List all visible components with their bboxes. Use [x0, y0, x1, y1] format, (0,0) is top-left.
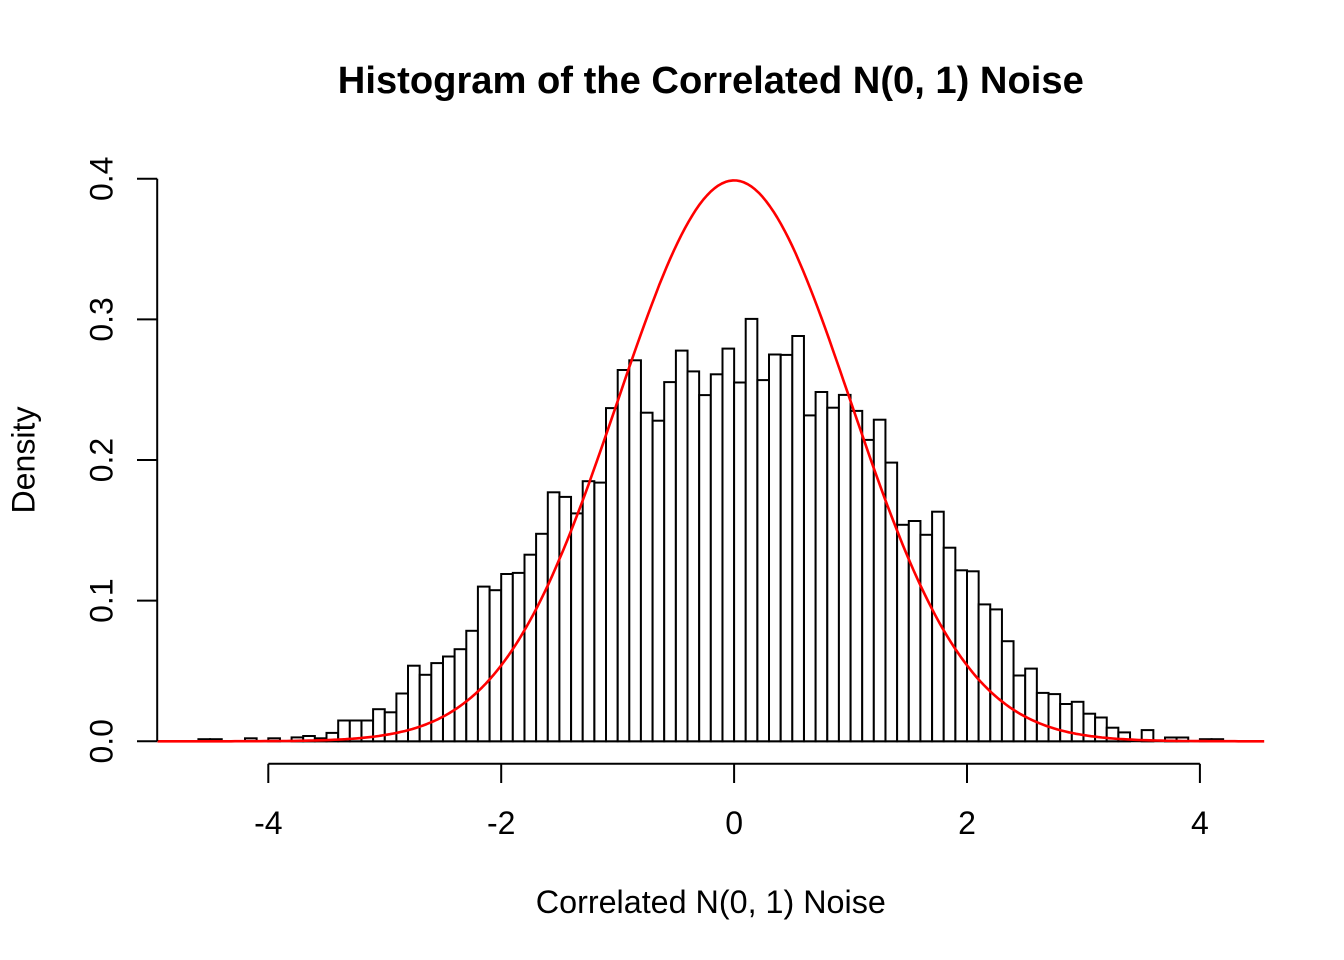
svg-text:0.0: 0.0	[84, 719, 120, 763]
svg-text:Histogram of the Correlated N(: Histogram of the Correlated N(0, 1) Nois…	[338, 59, 1084, 102]
svg-text:2: 2	[958, 805, 976, 841]
svg-text:Density: Density	[6, 407, 42, 514]
svg-text:4: 4	[1191, 805, 1209, 841]
svg-text:0.2: 0.2	[84, 438, 120, 482]
svg-text:Correlated N(0, 1) Noise: Correlated N(0, 1) Noise	[536, 884, 886, 920]
svg-text:0.4: 0.4	[84, 157, 120, 201]
svg-text:0.1: 0.1	[84, 578, 120, 622]
svg-text:0.3: 0.3	[84, 297, 120, 341]
svg-text:-4: -4	[254, 805, 282, 841]
svg-text:-2: -2	[487, 805, 515, 841]
svg-text:0: 0	[725, 805, 743, 841]
